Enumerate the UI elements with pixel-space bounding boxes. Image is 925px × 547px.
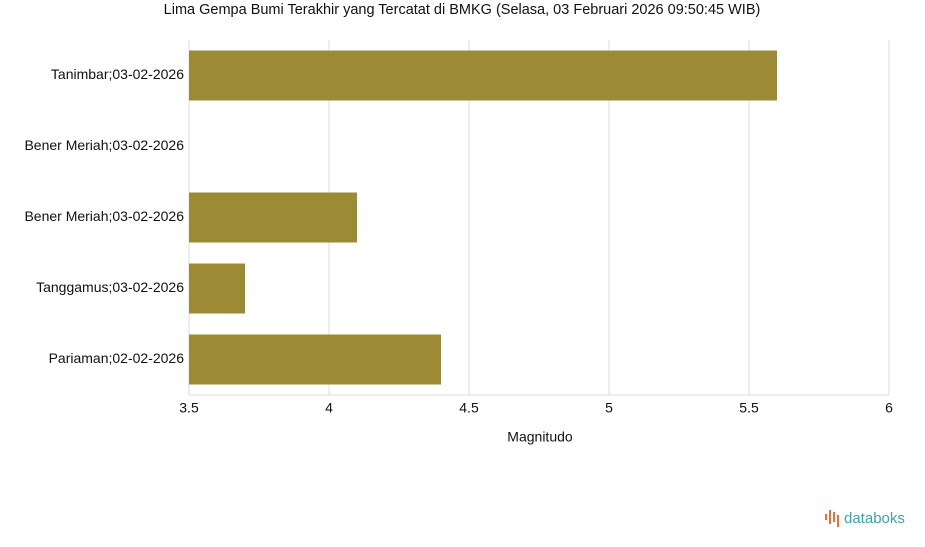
watermark: databoks xyxy=(844,510,905,527)
bar xyxy=(189,263,245,314)
x-tick-label: 3.5 xyxy=(179,400,199,416)
bar xyxy=(189,334,441,385)
watermark-icon xyxy=(825,510,839,527)
x-tick-label: 4 xyxy=(325,400,333,416)
x-axis-label: Magnitudo xyxy=(507,429,573,445)
chart-title: Lima Gempa Bumi Terakhir yang Tercatat d… xyxy=(164,2,761,18)
y-tick-label: Tanimbar;03-02-2026 xyxy=(51,66,184,82)
y-tick-label: Bener Meriah;03-02-2026 xyxy=(24,208,184,224)
bar xyxy=(189,50,777,101)
y-tick-label: Tanggamus;03-02-2026 xyxy=(36,279,184,295)
x-tick-label: 5.5 xyxy=(739,400,759,416)
bar xyxy=(189,192,357,243)
x-tick-label: 5 xyxy=(605,400,613,416)
x-tick-label: 4.5 xyxy=(459,400,479,416)
y-tick-label: Pariaman;02-02-2026 xyxy=(49,350,185,366)
x-tick-label: 6 xyxy=(885,400,893,416)
y-tick-label: Bener Meriah;03-02-2026 xyxy=(24,137,184,153)
